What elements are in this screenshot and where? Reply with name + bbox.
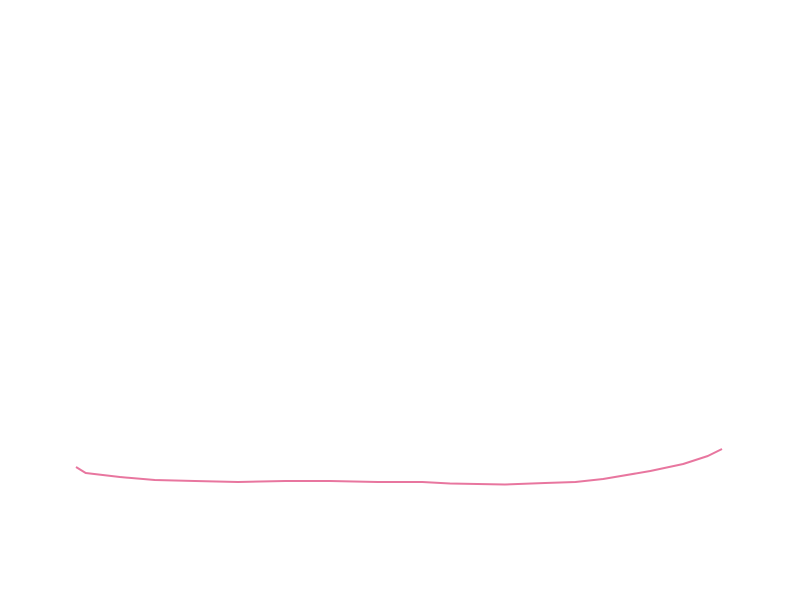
series-line-0 [75,448,723,486]
series-layer [75,448,723,486]
